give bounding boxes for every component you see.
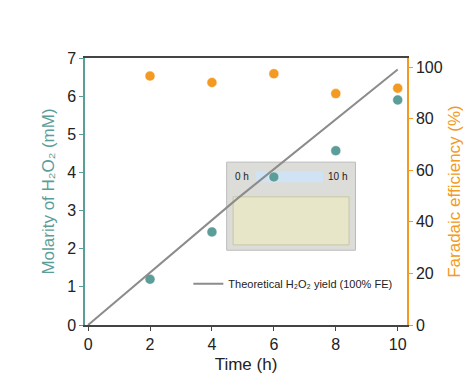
svg-text:4: 4 [207, 336, 216, 353]
svg-text:0: 0 [67, 317, 76, 334]
svg-text:Faradaic efficiency (%): Faradaic efficiency (%) [445, 105, 464, 278]
svg-text:2: 2 [146, 336, 155, 353]
svg-text:20: 20 [416, 265, 434, 282]
svg-text:40: 40 [416, 213, 434, 230]
svg-text:10: 10 [389, 336, 407, 353]
svg-text:0: 0 [416, 317, 425, 334]
svg-text:Molarity of H₂O₂ (mM): Molarity of H₂O₂ (mM) [39, 108, 58, 274]
svg-text:0: 0 [84, 336, 93, 353]
svg-text:7: 7 [67, 50, 76, 67]
svg-text:8: 8 [331, 336, 340, 353]
svg-text:6: 6 [67, 88, 76, 105]
svg-text:5: 5 [67, 126, 76, 143]
svg-text:6: 6 [269, 336, 278, 353]
svg-text:2: 2 [67, 240, 76, 257]
svg-text:Time (h): Time (h) [215, 355, 278, 374]
svg-text:3: 3 [67, 202, 76, 219]
svg-text:0 h: 0 h [235, 171, 249, 182]
svg-text:60: 60 [416, 162, 434, 179]
svg-text:100: 100 [416, 59, 443, 76]
svg-text:Theoretical H₂O₂ yield (100% F: Theoretical H₂O₂ yield (100% FE) [228, 278, 392, 290]
svg-text:10 h: 10 h [328, 171, 347, 182]
svg-text:1: 1 [67, 278, 76, 295]
svg-text:80: 80 [416, 110, 434, 127]
svg-text:4: 4 [67, 164, 76, 181]
